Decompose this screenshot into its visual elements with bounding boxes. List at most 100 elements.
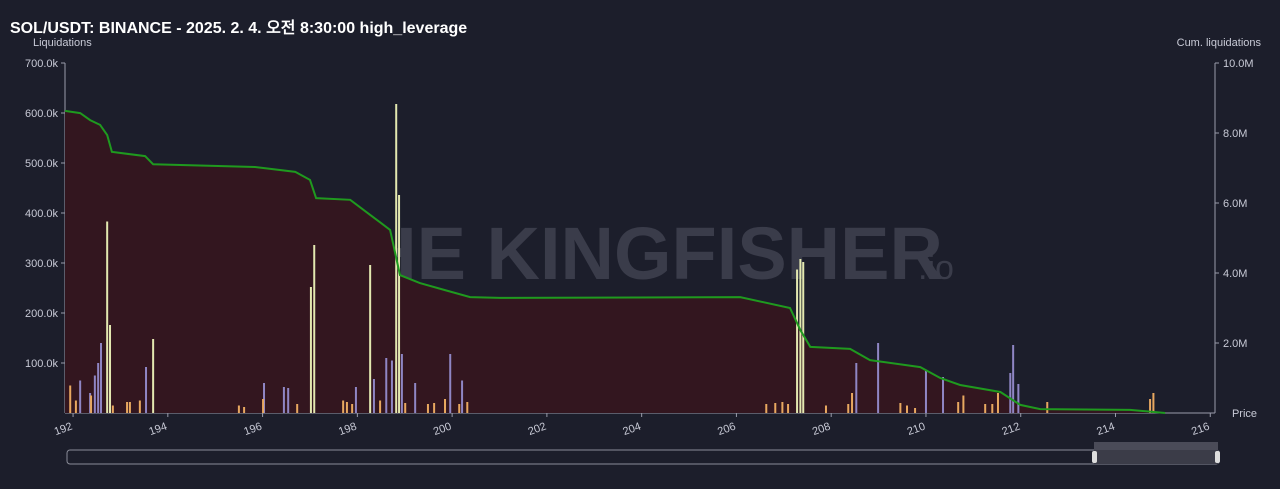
bar <box>781 402 784 413</box>
bar <box>414 383 417 413</box>
bar <box>287 388 290 413</box>
bar <box>100 343 103 413</box>
bar <box>765 404 768 413</box>
y-tick-label: 700.0k <box>25 58 59 70</box>
y2-axis-label: Cum. liquidations <box>1177 37 1262 49</box>
bar <box>379 400 382 413</box>
bar <box>109 325 112 413</box>
scroll-window[interactable] <box>1094 450 1218 464</box>
y-tick-label: 200.0k <box>25 308 59 320</box>
bar <box>309 287 312 413</box>
bar <box>282 387 285 413</box>
bar <box>400 354 403 413</box>
bar <box>385 358 388 413</box>
bar <box>847 404 850 413</box>
x-tick-label: 210 <box>906 421 927 439</box>
bar <box>426 404 429 413</box>
bar <box>390 360 393 413</box>
scroll-grip-left[interactable] <box>1092 451 1097 463</box>
x-tick-label: 196 <box>242 421 263 439</box>
bar <box>145 367 148 413</box>
bar <box>942 377 945 413</box>
scroll-grip-right[interactable] <box>1215 451 1220 463</box>
scroll-handle-top[interactable] <box>1094 442 1218 450</box>
bar <box>877 343 880 413</box>
x-tick-label: 202 <box>527 421 548 439</box>
bar <box>372 379 375 413</box>
bar <box>404 403 407 413</box>
bar <box>433 403 436 413</box>
bar <box>351 404 354 413</box>
cum-line <box>64 109 1166 414</box>
bar <box>996 393 999 413</box>
scrollbar[interactable] <box>66 442 1220 465</box>
x-tick-label: 216 <box>1190 421 1211 439</box>
bar <box>126 402 129 413</box>
bar <box>458 404 461 413</box>
bar <box>263 383 266 413</box>
bar <box>924 370 927 413</box>
bar <box>354 387 357 413</box>
x-tick-label: 194 <box>147 421 168 439</box>
bar <box>262 399 265 413</box>
y2-tick-label: 4.0M <box>1223 268 1247 280</box>
bar <box>851 393 854 413</box>
bar <box>1017 384 1020 413</box>
bar <box>138 400 141 413</box>
bar <box>243 407 246 413</box>
bar <box>111 405 114 413</box>
y2-tick-label: 6.0M <box>1223 198 1247 210</box>
bar <box>774 403 777 413</box>
bar <box>1149 399 1152 413</box>
bar <box>799 259 802 413</box>
bar <box>855 363 858 413</box>
bar <box>369 265 372 413</box>
bar <box>1152 393 1155 413</box>
bar <box>449 354 452 413</box>
bar <box>899 403 902 413</box>
bar <box>90 395 93 413</box>
watermark-suffix: .io <box>918 249 954 287</box>
bar <box>444 399 447 413</box>
y-tick-label: 500.0k <box>25 158 59 170</box>
y2-tick-label: 8.0M <box>1223 128 1247 140</box>
x-axis-label: Price <box>1232 408 1257 420</box>
y-tick-label: 400.0k <box>25 208 59 220</box>
bar <box>313 245 316 413</box>
bar <box>345 402 348 413</box>
bar <box>398 195 401 413</box>
y-tick-label: 100.0k <box>25 358 59 370</box>
bar <box>79 380 82 413</box>
cum-area <box>65 110 1166 414</box>
plot-area: 100.0k 200.0k 300.0k 400.0k 500.0k 600.0k 700.… <box>25 58 1254 438</box>
bar <box>74 400 77 413</box>
bar <box>824 405 827 413</box>
x-tick-label: 192 <box>53 421 74 439</box>
bar <box>957 402 960 413</box>
bar <box>787 404 790 413</box>
bar <box>802 262 805 413</box>
bar <box>906 405 909 413</box>
bar <box>914 408 917 413</box>
watermark: THE KINGFISHER <box>318 212 943 295</box>
bar <box>991 404 994 413</box>
bar <box>296 404 299 413</box>
bar <box>93 375 96 413</box>
bar <box>796 269 799 413</box>
bar <box>984 404 987 413</box>
bar <box>1046 402 1049 413</box>
y-tick-label: 300.0k <box>25 258 59 270</box>
bar <box>1012 345 1015 413</box>
bar <box>342 400 345 413</box>
x-tick-label: 206 <box>716 421 737 439</box>
x-tick-label: 208 <box>811 421 832 439</box>
y2-tick-label: 10.0M <box>1223 58 1254 70</box>
bar <box>962 395 965 413</box>
bar <box>461 380 464 413</box>
bar <box>152 339 155 413</box>
x-tick-label: 214 <box>1095 421 1116 439</box>
x-tick-label: 198 <box>337 421 358 439</box>
y2-tick-label: 2.0M <box>1223 338 1247 350</box>
chart-title: SOL/USDT: BINANCE - 2025. 2. 4. 오전 8:30:… <box>10 19 467 37</box>
